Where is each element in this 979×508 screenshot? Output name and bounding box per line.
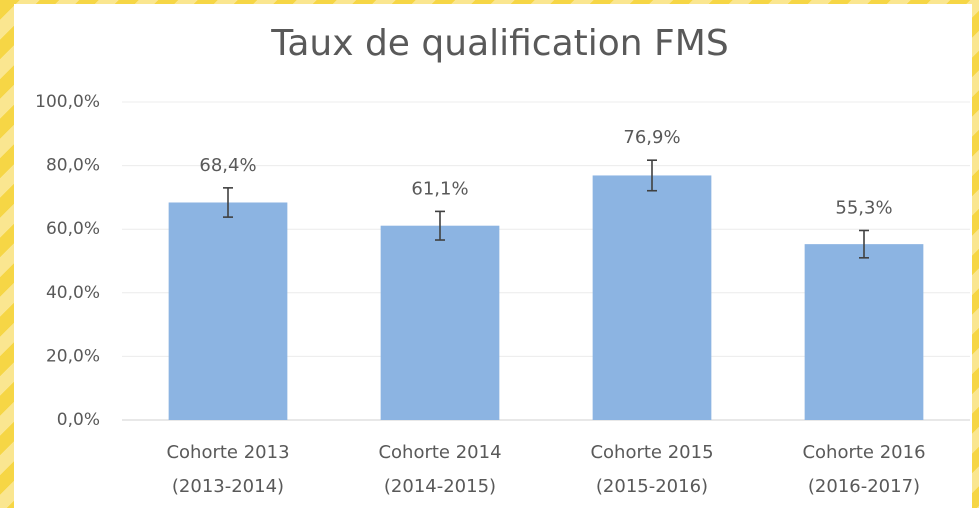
bar [804, 244, 924, 420]
error-bar [859, 229, 869, 259]
y-tick-label: 100,0% [35, 92, 100, 112]
error-bar [435, 210, 445, 241]
error-bar [223, 187, 233, 218]
bar [380, 225, 500, 420]
chart-title: Taux de qualification FMS [270, 23, 728, 64]
data-label: 55,3% [835, 197, 892, 218]
error-bar [647, 159, 657, 192]
data-label: 68,4% [199, 155, 256, 176]
bar [592, 175, 712, 420]
x-tick-label: Cohorte 2014 (2014-2015) [378, 442, 502, 497]
data-label: 76,9% [623, 127, 680, 148]
y-tick-label: 80,0% [46, 156, 100, 176]
x-tick-label: Cohorte 2015 (2015-2016) [590, 442, 714, 497]
x-tick-label: Cohorte 2013 (2013-2014) [166, 442, 290, 497]
y-tick-label: 0,0% [57, 410, 100, 430]
data-label: 61,1% [411, 178, 468, 199]
y-tick-label: 60,0% [46, 219, 100, 239]
y-tick-label: 20,0% [46, 346, 100, 366]
bar [168, 202, 288, 420]
y-tick-label: 40,0% [46, 283, 100, 303]
x-tick-label: Cohorte 2016 (2016-2017) [802, 442, 926, 497]
